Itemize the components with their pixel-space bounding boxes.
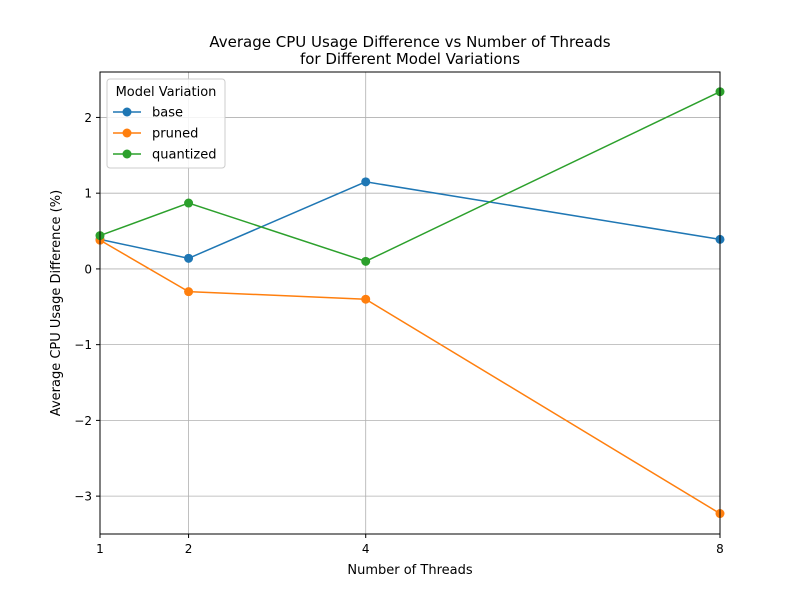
legend-label-pruned: pruned [152, 127, 198, 142]
y-axis-label: Average CPU Usage Difference (%) [49, 190, 64, 416]
legend-box [106, 78, 226, 169]
series-group [95, 87, 725, 519]
series-line-quantized [99, 91, 721, 263]
y-tick-label: −1 [74, 338, 92, 352]
axis-ticks: 1 2 4 8 −3 −2 −1 0 1 2 [74, 111, 724, 556]
y-tick-label: 1 [84, 187, 92, 201]
y-tick-label: −3 [74, 490, 92, 504]
plot-area-frame [99, 71, 721, 535]
legend-label-quantized: quantized [152, 148, 216, 163]
data-point-base [184, 253, 194, 263]
series-line-pruned [99, 239, 721, 515]
legend-title: Model Variation [116, 85, 217, 100]
legend-item-pruned: pruned [113, 127, 198, 142]
chart-title-line-1: Average CPU Usage Difference vs Number o… [209, 33, 610, 51]
data-point-pruned [184, 287, 194, 297]
data-point-quantized [361, 256, 371, 266]
y-tick-label: 0 [84, 262, 92, 276]
data-point-pruned [361, 294, 371, 304]
legend-item-quantized: quantized [113, 148, 216, 163]
legend-marker-base [122, 107, 132, 117]
legend-label-base: base [152, 106, 183, 121]
x-tick-label: 4 [362, 542, 370, 556]
legend-marker-quantized [122, 149, 132, 159]
y-tick-label: −2 [74, 414, 92, 428]
data-point-quantized [184, 198, 194, 208]
legend-item-base: base [113, 106, 183, 121]
legend: Model Variation base pruned quantized [106, 78, 226, 169]
x-axis-label: Number of Threads [347, 563, 472, 578]
x-tick-label: 1 [96, 542, 104, 556]
chart-title-line-2: for Different Model Variations [300, 50, 520, 68]
series-line-base [99, 181, 721, 260]
x-tick-label: 8 [716, 542, 724, 556]
legend-marker-pruned [122, 128, 132, 138]
x-tick-label: 2 [185, 542, 193, 556]
y-tick-label: 2 [84, 111, 92, 125]
data-point-base [361, 177, 371, 187]
